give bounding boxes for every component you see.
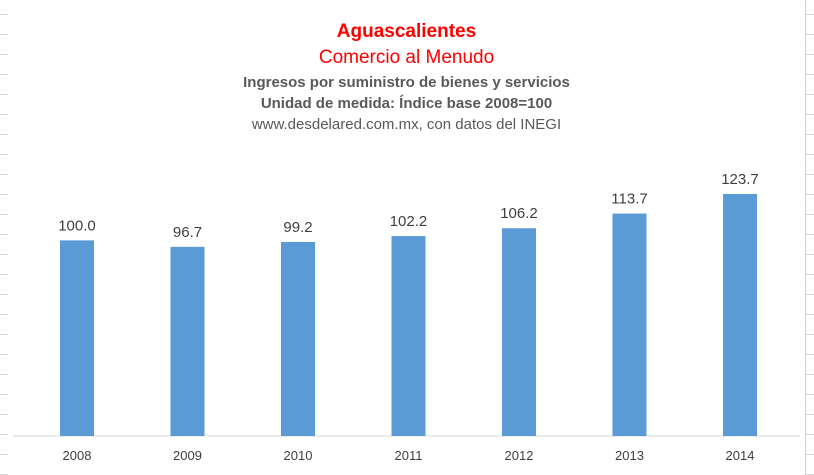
data-label-2010: 99.2 [283, 219, 312, 236]
data-label-2008: 100.0 [58, 217, 96, 234]
data-label-2009: 96.7 [173, 224, 202, 241]
bar-2011[interactable] [391, 236, 426, 436]
x-tick-2014: 2014 [726, 448, 755, 463]
chart-source: www.desdelared.com.mx, con datos del INE… [251, 116, 562, 133]
x-tick-2012: 2012 [505, 448, 534, 463]
x-tick-2009: 2009 [173, 448, 202, 463]
chart-title: Aguascalientes [336, 21, 477, 42]
data-label-2013: 113.7 [611, 191, 647, 208]
bar-2012[interactable] [502, 228, 536, 436]
bar-2009[interactable] [170, 246, 205, 436]
x-tick-2010: 2010 [284, 448, 313, 463]
bar-2014[interactable] [723, 194, 757, 436]
data-label-2014: 123.7 [721, 171, 759, 188]
bar-plot: 100.0 2008 96.7 2009 99.2 2010 102.2 2011 106.2 2… [13, 171, 800, 463]
chart-titles: Aguascalientes Comercio al Menudo Ingres… [8, 20, 805, 135]
x-tick-2011: 2011 [395, 448, 423, 463]
x-tick-2013: 2013 [615, 448, 644, 463]
data-label-2012: 106.2 [500, 205, 538, 222]
bar-2008[interactable] [60, 240, 94, 436]
bar-2013[interactable] [612, 213, 647, 436]
chart-description: Ingresos por suministro de bienes y serv… [243, 74, 570, 91]
chart-area[interactable]: Aguascalientes Comercio al Menudo Ingres… [8, 0, 806, 475]
chart-unit: Unidad de medida: Índice base 2008=100 [260, 95, 553, 112]
data-label-2011: 102.2 [390, 213, 428, 230]
bar-2010[interactable] [281, 241, 315, 436]
chart-subtitle: Comercio al Menudo [318, 47, 495, 68]
x-tick-2008: 2008 [63, 448, 92, 463]
